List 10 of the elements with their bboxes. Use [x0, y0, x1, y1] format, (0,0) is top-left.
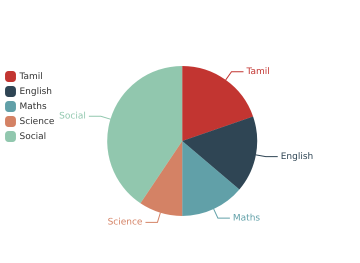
slice-label: English: [280, 152, 314, 162]
slice-label: Tamil: [246, 67, 270, 78]
legend-label: Maths: [20, 102, 48, 112]
slice-label: Science: [108, 218, 143, 228]
legend-label: Science: [20, 116, 55, 127]
slice-label: Maths: [232, 213, 260, 224]
slice-label: Social: [59, 112, 86, 122]
legend-label: Tamil: [18, 72, 43, 82]
legend-label: Social: [20, 132, 46, 142]
legend-label: English: [20, 86, 52, 97]
